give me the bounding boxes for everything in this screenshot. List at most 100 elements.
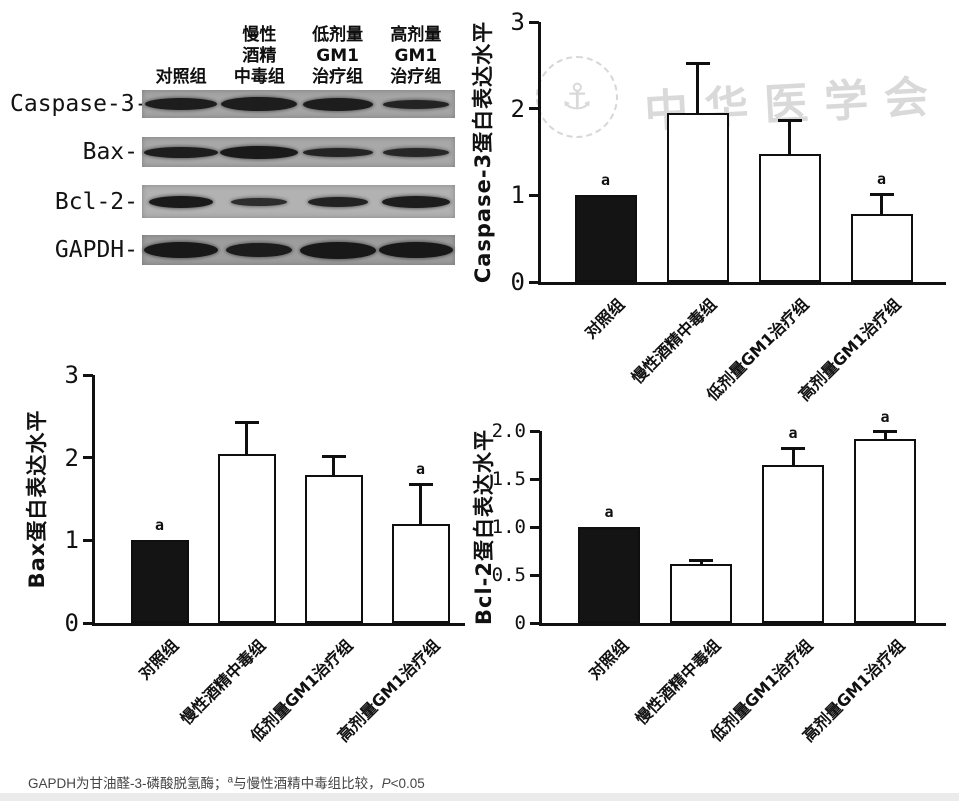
chart-bax: Bax蛋白表达水平 0 1 2 3 a a 对照组 慢性酒精中毒组 低剂量GM1治疗组 高剂量GM… [0, 353, 478, 793]
blot-column-header-line: 中毒组 [233, 67, 285, 87]
y-axis-tick-label: 1 [510, 181, 525, 210]
error-bar-cap [321, 455, 346, 459]
blot-band [299, 241, 376, 259]
footnote-text: GAPDH为甘油醛-3-磷酸脱氢酶； [28, 776, 228, 791]
blot-column-header-line: 酒精 [242, 46, 277, 66]
y-axis-title: Caspase-3蛋白表达水平 [471, 20, 495, 284]
bar [391, 523, 450, 623]
blot-strip [142, 185, 455, 218]
blot-band [226, 243, 293, 257]
significance-letter: a [154, 516, 165, 535]
plot-area: 0 1 2 3 a a [511, 8, 946, 296]
blot-band [302, 147, 373, 157]
x-axis-category-label: 对照组 [584, 635, 633, 684]
bar [854, 438, 916, 623]
y-axis-tick [530, 573, 540, 577]
significance-letter: a [788, 424, 798, 443]
blot-band [302, 97, 373, 111]
y-axis-tick-label: 2.0 [491, 420, 526, 442]
blot-column-header-line: GM1 [394, 46, 438, 66]
bottom-divider [0, 793, 959, 801]
error-bar-cap [777, 119, 802, 123]
blot-band [307, 196, 368, 207]
error-bar-whisker [332, 456, 335, 475]
blot-column-header-line: 治疗组 [390, 67, 442, 87]
y-axis-tick [530, 621, 540, 625]
bar [130, 540, 189, 623]
footnote: GAPDH为甘油醛-3-磷酸脱氢酶；a与慢性酒精中毒组比较，P<0.05 [28, 772, 425, 792]
blot-row-label: Caspase-3- [10, 91, 149, 117]
error-bar-cap [408, 482, 433, 486]
blot-band [231, 197, 288, 206]
y-axis-tick [530, 525, 540, 529]
blot-band [144, 146, 219, 158]
y-axis-tick-label: 1.0 [491, 516, 526, 538]
blot-band [144, 242, 219, 258]
significance-letter: a [876, 170, 887, 189]
y-axis-tick [529, 107, 539, 111]
y-axis-tick [83, 621, 93, 625]
y-axis-tick-label: 2 [510, 94, 525, 123]
blot-band [221, 97, 298, 111]
blot-column-header: 慢性 酒精 中毒组 [220, 8, 298, 88]
blot-column-header: 对照组 [142, 8, 220, 88]
y-axis-tick [83, 373, 93, 377]
significance-letter: a [604, 503, 614, 521]
blot-band [382, 99, 449, 109]
blot-row-label: Bax- [82, 139, 138, 165]
y-axis-title: Bax蛋白表达水平 [25, 409, 49, 589]
blot-band [149, 195, 214, 208]
blot-column-header-line: 低剂量 [312, 25, 364, 45]
y-axis-tick-label: 1.5 [491, 468, 526, 490]
y-axis-tick-label: 1 [64, 526, 79, 555]
y-axis-tick-label: 0 [64, 609, 79, 637]
bar [762, 464, 824, 623]
bar [758, 153, 821, 282]
bar [574, 195, 637, 282]
footnote-text: <0.05 [390, 776, 425, 791]
error-bar-cap [689, 559, 713, 563]
error-bar-whisker [419, 484, 422, 524]
plot-area: 0 1 2 3 a a [65, 361, 465, 637]
x-axis-category-label: 对照组 [135, 635, 183, 684]
blot-strip [142, 137, 455, 167]
error-bar-whisker [880, 194, 883, 215]
blot-column-header-line: 对照组 [155, 67, 207, 87]
y-axis-tick-label: 0.5 [491, 564, 526, 586]
y-axis-tick-label: 0 [514, 612, 526, 634]
chart-bcl2: Bcl-2蛋白表达水平 0 0.5 1.0 1.5 2.0 a a a 对照组 慢性酒精中毒组 低剂… [460, 408, 959, 793]
bar [666, 113, 729, 282]
footnote-text: 与慢性酒精中毒组比较， [233, 776, 382, 791]
y-axis-tick [83, 456, 93, 460]
blot-band [381, 195, 450, 208]
significance-letter: a [415, 460, 426, 479]
error-bar-whisker [245, 422, 248, 454]
plot-area: 0 0.5 1.0 1.5 2.0 a a a [492, 408, 946, 634]
error-bar-cap [781, 446, 805, 450]
blot-column-header: 低剂量 GM1 治疗组 [299, 8, 377, 88]
error-bar-whisker [791, 448, 795, 465]
x-axis-category-label: 慢性酒精中毒组 [177, 635, 270, 729]
error-bar-cap [685, 62, 710, 66]
bar [304, 475, 363, 623]
bar [850, 214, 913, 282]
y-axis-tick-label: 2 [64, 443, 79, 472]
error-bar-cap [869, 192, 894, 196]
blot-row-label: Bcl-2- [54, 188, 138, 215]
blot-band [378, 242, 453, 258]
blot-column-header: 高剂量 GM1 治疗组 [377, 8, 455, 88]
error-bar-whisker [788, 120, 791, 154]
significance-letter: a [600, 171, 611, 190]
blot-strip [142, 90, 455, 118]
error-bar-cap [873, 430, 897, 434]
y-axis-tick [530, 429, 540, 433]
y-axis-tick [529, 280, 539, 284]
bar [578, 527, 640, 623]
blot-band [145, 98, 218, 110]
chart-caspase3: Caspase-3蛋白表达水平 0 1 2 3 a a 对照组 慢性酒精中毒组 低剂量GM1治疗… [460, 0, 959, 408]
blot-row-label: GAPDH- [54, 237, 138, 263]
y-axis-tick [529, 20, 539, 24]
blot-column-header-line: 高剂量 [390, 25, 442, 45]
blot-strip [142, 235, 455, 265]
